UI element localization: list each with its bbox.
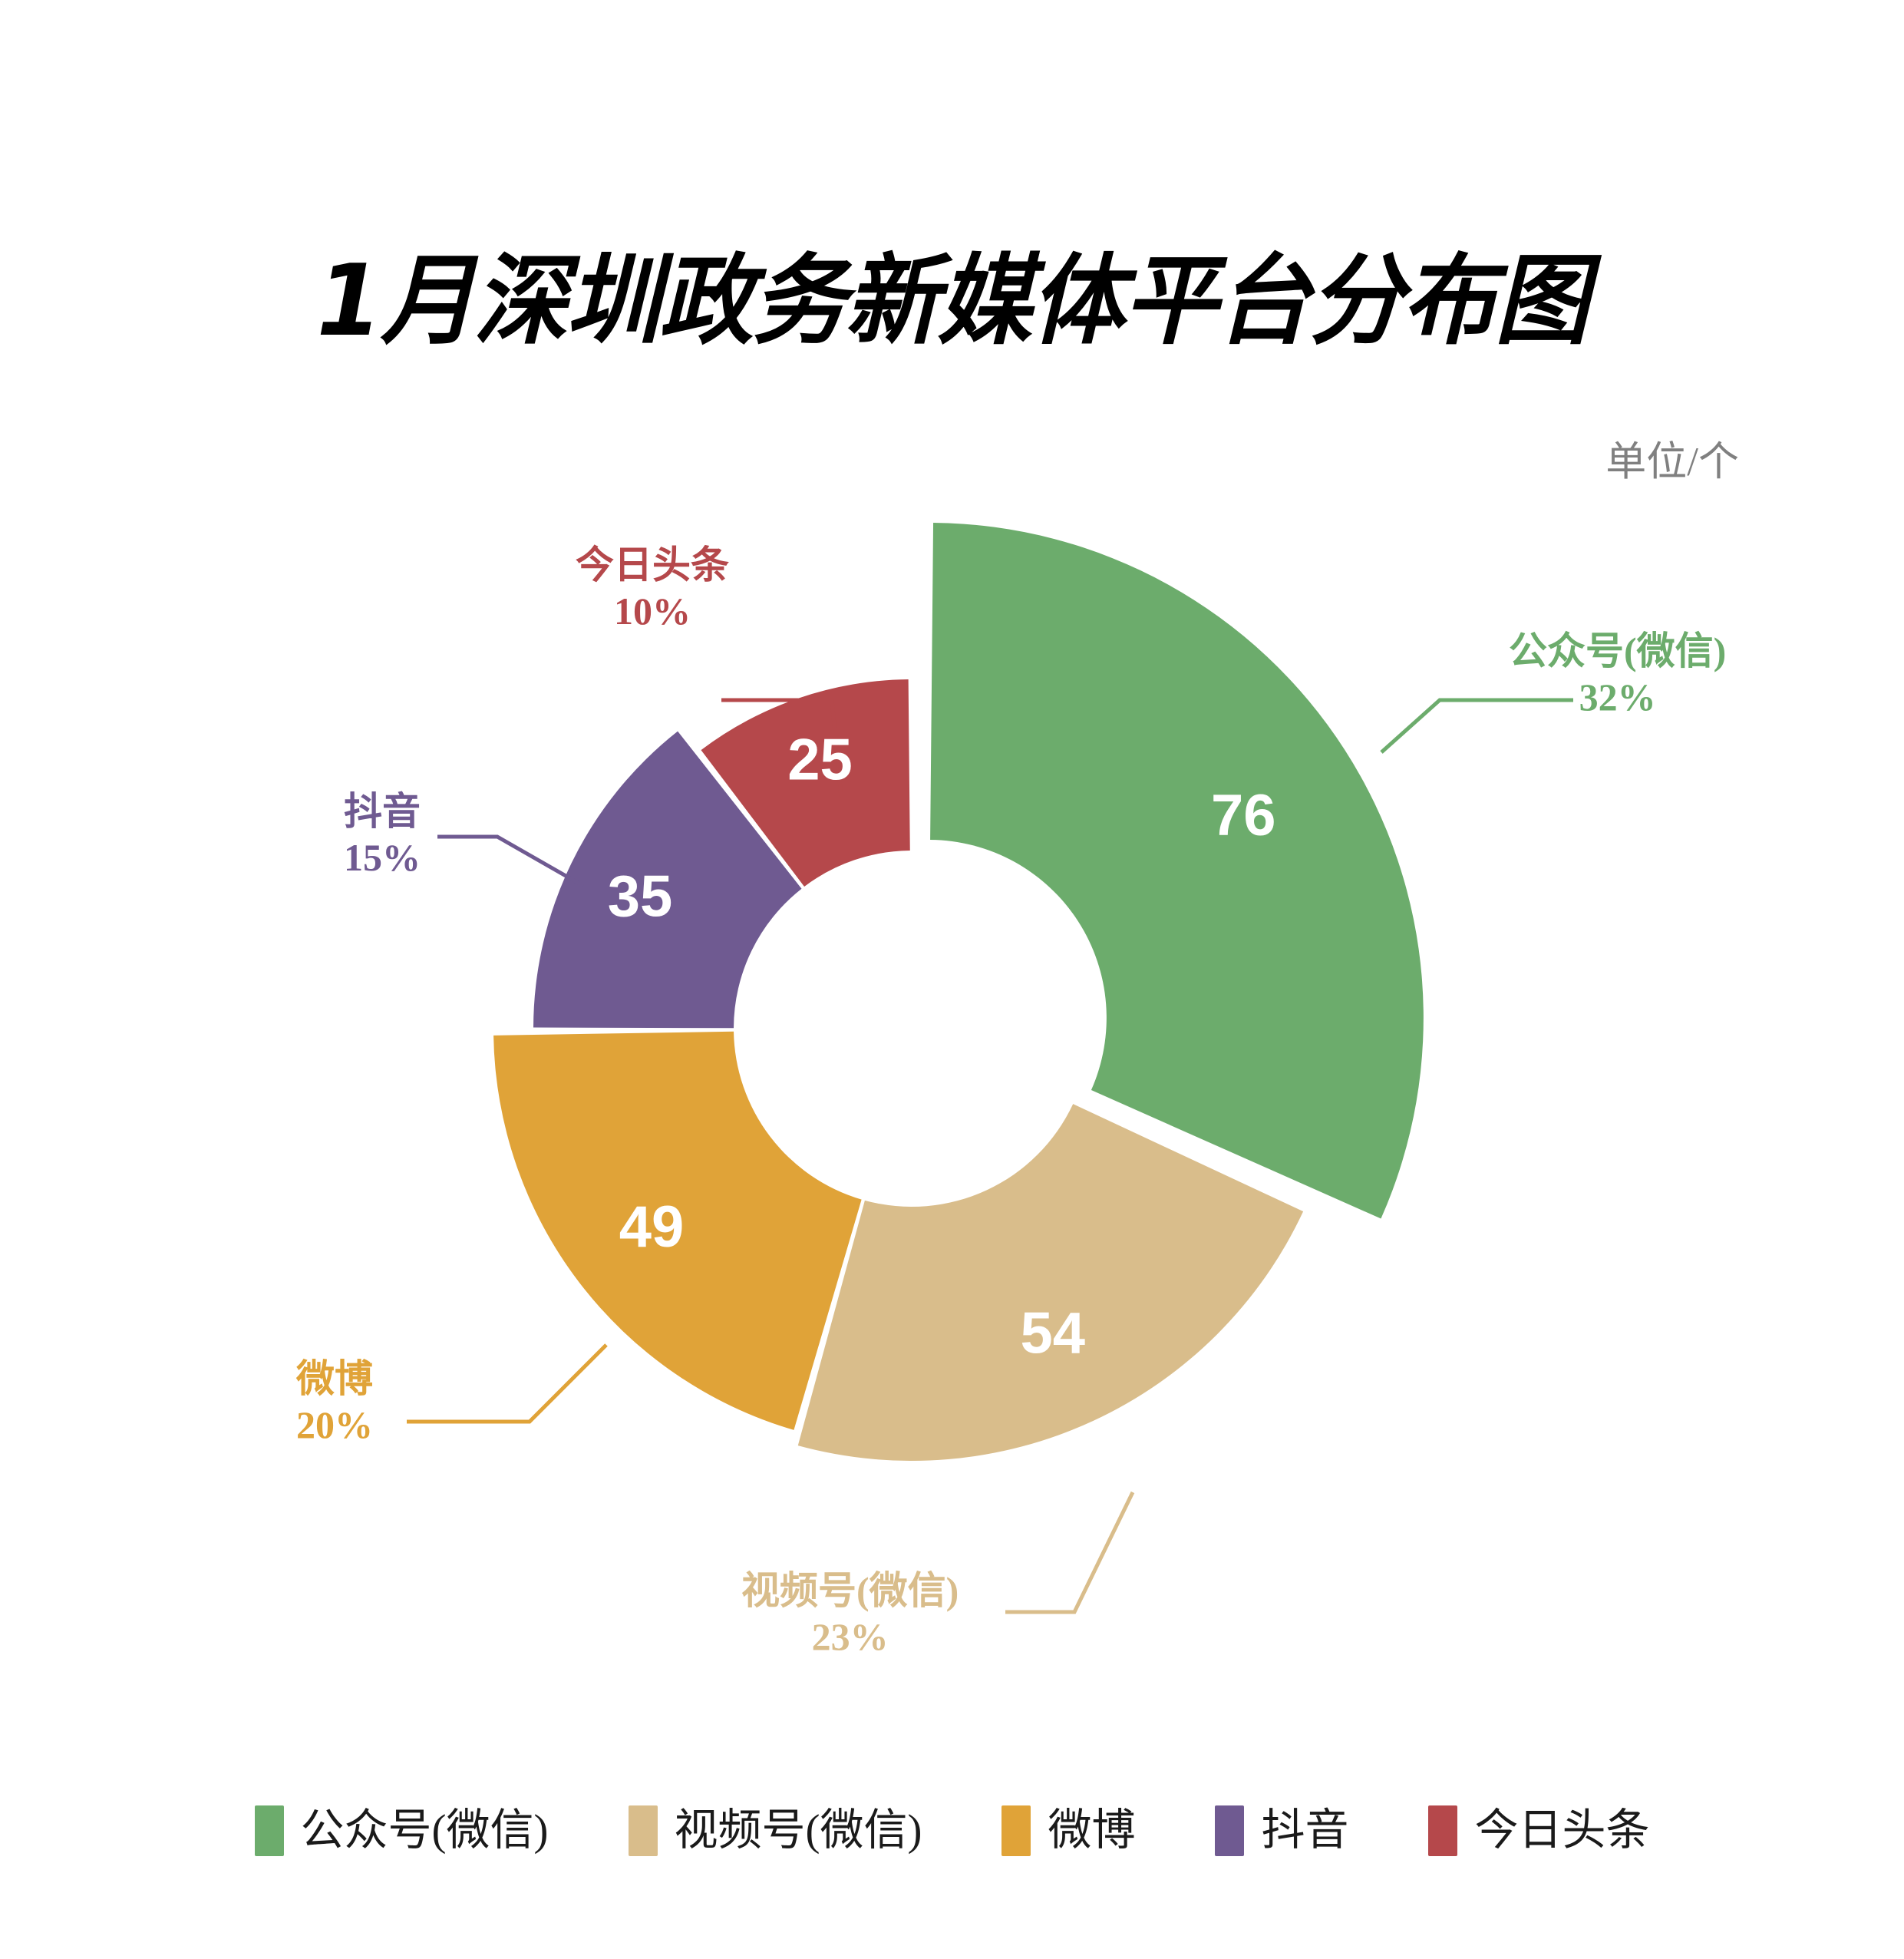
donut-slice[interactable] bbox=[797, 1104, 1304, 1461]
callout-weibo: 微博 20% bbox=[296, 1356, 373, 1448]
slice-value-label: 49 bbox=[619, 1194, 685, 1260]
legend-swatch bbox=[1001, 1805, 1031, 1856]
callout-jinritoutiao: 今日头条 10% bbox=[576, 542, 729, 634]
legend-item[interactable]: 抖音 bbox=[1215, 1805, 1348, 1856]
callout-percent: 20% bbox=[296, 1403, 373, 1446]
page-title: 1月深圳政务新媒体平台分布图 bbox=[316, 244, 1589, 358]
legend-item[interactable]: 微博 bbox=[1001, 1805, 1135, 1856]
callout-percent: 15% bbox=[344, 836, 421, 879]
donut-slice[interactable] bbox=[930, 522, 1424, 1219]
donut-slice[interactable] bbox=[533, 731, 802, 1029]
slice-value-label: 54 bbox=[1020, 1301, 1085, 1366]
legend-label: 今日头条 bbox=[1474, 1806, 1650, 1855]
callout-label: 视频号(微信) bbox=[741, 1569, 959, 1612]
callout-percent: 23% bbox=[811, 1615, 889, 1658]
donut-slice[interactable] bbox=[493, 1031, 862, 1430]
legend-label: 公众号(微信) bbox=[300, 1806, 549, 1855]
callout-label: 公众号(微信) bbox=[1509, 629, 1727, 672]
callout-douyin: 抖音 15% bbox=[344, 788, 421, 880]
donut-slice[interactable] bbox=[701, 679, 910, 887]
callout-label: 微博 bbox=[296, 1357, 373, 1400]
legend-label: 视频号(微信) bbox=[674, 1806, 922, 1855]
callout-leader-line bbox=[721, 698, 843, 798]
callout-leader-line bbox=[407, 1343, 608, 1424]
callout-leader-line bbox=[1005, 1491, 1135, 1614]
callout-percent: 10% bbox=[614, 590, 691, 633]
legend-swatch bbox=[628, 1805, 658, 1856]
callout-leader-lines bbox=[407, 698, 1573, 1614]
legend-swatch bbox=[254, 1805, 284, 1856]
callout-leader-line bbox=[437, 834, 585, 888]
legend-label: 微博 bbox=[1048, 1806, 1136, 1855]
callout-shipinhao: 视频号(微信) 23% bbox=[741, 1568, 959, 1660]
callout-label: 抖音 bbox=[344, 790, 421, 833]
legend-swatch bbox=[1428, 1805, 1458, 1856]
callout-gongzhonghao: 公众号(微信) 32% bbox=[1509, 628, 1726, 720]
legend-item[interactable]: 视频号(微信) bbox=[628, 1805, 922, 1856]
callout-percent: 32% bbox=[1579, 676, 1656, 719]
callout-label: 今日头条 bbox=[576, 543, 729, 586]
unit-note: 单位/个 bbox=[1605, 440, 1739, 484]
legend-swatch bbox=[1215, 1805, 1245, 1856]
legend-label: 抖音 bbox=[1261, 1806, 1349, 1855]
slice-value-label: 76 bbox=[1211, 783, 1276, 848]
legend: 公众号(微信) 视频号(微信) 微博 抖音 今日头条 bbox=[0, 1805, 1904, 1856]
slice-value-label: 35 bbox=[608, 864, 673, 929]
legend-item[interactable]: 公众号(微信) bbox=[254, 1805, 549, 1856]
donut-slices bbox=[493, 522, 1424, 1461]
slice-value-label: 25 bbox=[787, 728, 853, 793]
legend-item[interactable]: 今日头条 bbox=[1428, 1805, 1649, 1856]
donut-center-hole bbox=[735, 852, 1088, 1205]
slice-value-labels: 76 54 49 35 25 bbox=[608, 728, 1276, 1366]
